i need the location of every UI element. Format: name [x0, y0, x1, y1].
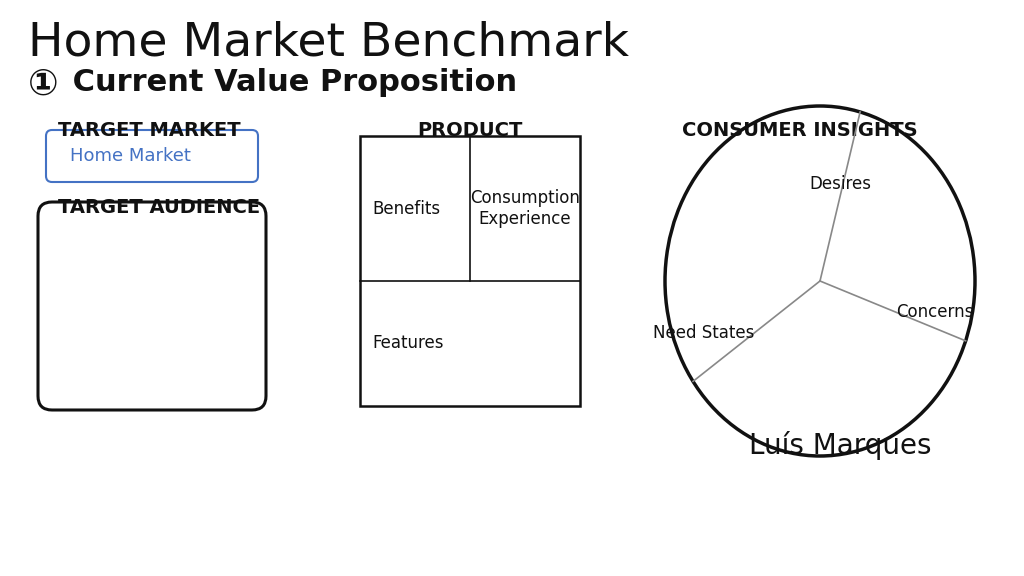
Text: Features: Features	[372, 335, 443, 353]
Text: Concerns: Concerns	[896, 303, 973, 321]
Text: Home Market Benchmark: Home Market Benchmark	[28, 21, 629, 66]
Text: Home Market: Home Market	[70, 147, 190, 165]
Text: Benefits: Benefits	[372, 199, 440, 218]
Text: TARGET MARKET: TARGET MARKET	[58, 121, 241, 140]
Text: CONSUMER INSIGHTS: CONSUMER INSIGHTS	[682, 121, 918, 140]
Ellipse shape	[665, 106, 975, 456]
Text: Desires: Desires	[810, 175, 871, 193]
Text: Need States: Need States	[652, 324, 754, 342]
Text: TARGET AUDIENCE: TARGET AUDIENCE	[58, 198, 260, 217]
Text: Luís Marques: Luís Marques	[749, 431, 931, 460]
Text: Consumption
Experience: Consumption Experience	[470, 189, 580, 228]
Text: ①: ①	[28, 68, 58, 102]
Text: PRODUCT: PRODUCT	[418, 121, 522, 140]
FancyBboxPatch shape	[46, 130, 258, 182]
Bar	[360, 136, 580, 406]
FancyBboxPatch shape	[38, 202, 266, 410]
Text: Current Value Proposition: Current Value Proposition	[62, 68, 517, 97]
